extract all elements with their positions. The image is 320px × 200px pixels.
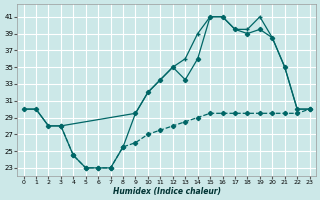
X-axis label: Humidex (Indice chaleur): Humidex (Indice chaleur) — [113, 187, 220, 196]
